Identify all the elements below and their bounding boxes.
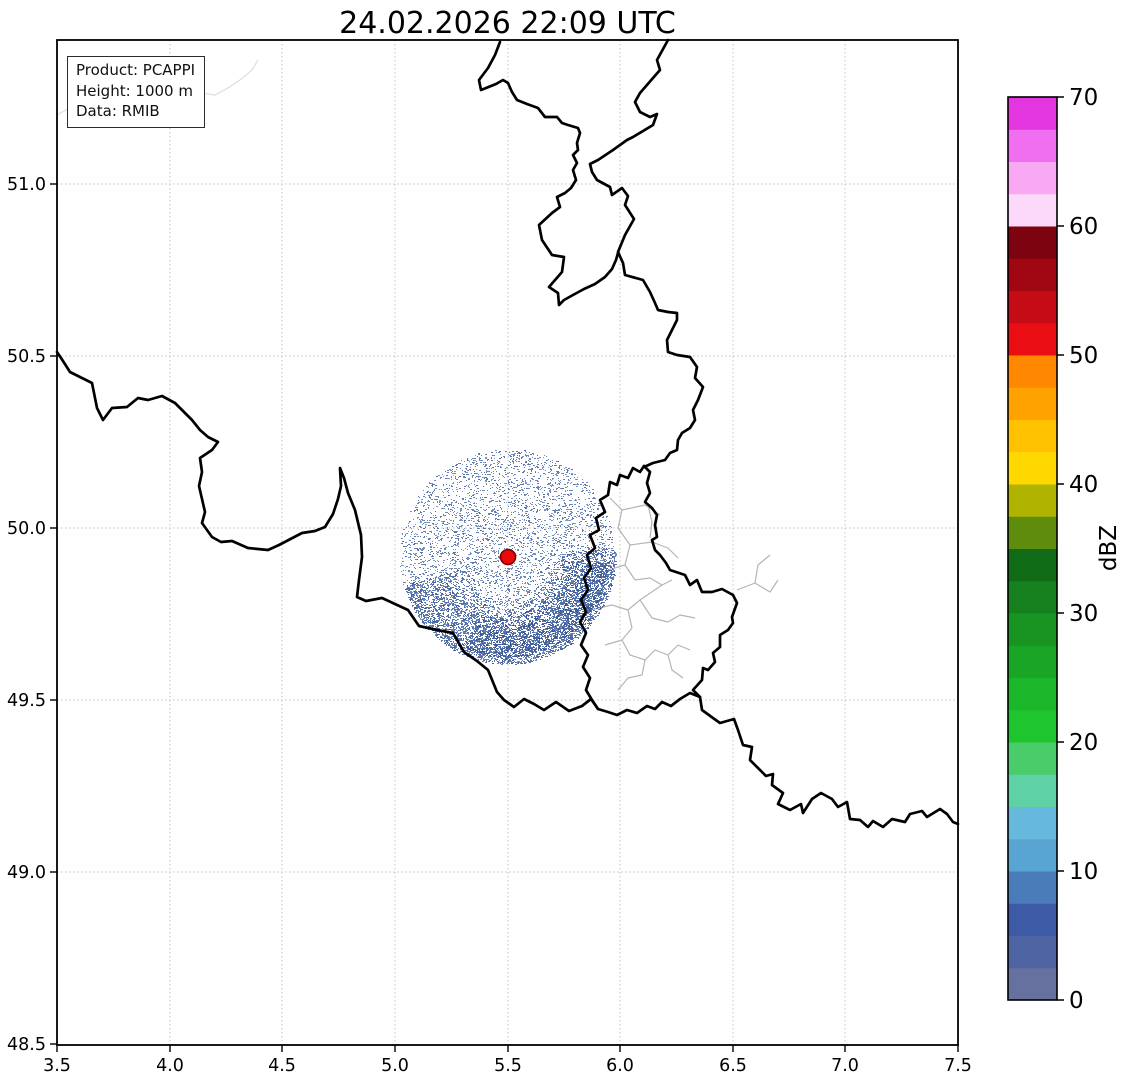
x-tick-label: 7.0 xyxy=(831,1056,859,1076)
colorbar-segment xyxy=(1008,677,1057,711)
x-tick-label: 3.5 xyxy=(43,1056,71,1076)
height-line: Height: 1000 m xyxy=(76,81,193,100)
colorbar-segment xyxy=(1008,774,1057,807)
x-tick-label: 4.0 xyxy=(156,1056,184,1076)
colorbar-segment xyxy=(1008,322,1057,356)
colorbar-tick-label: 0 xyxy=(1069,988,1084,1014)
colorbar-segment xyxy=(1008,451,1057,485)
colorbar-segment xyxy=(1008,580,1057,614)
radar-echo-speckles xyxy=(400,450,617,665)
y-axis-ticks: 51.0 50.5 50.0 49.5 49.0 48.5 xyxy=(7,175,57,1055)
country-border-lines xyxy=(55,38,960,829)
product-line: Product: PCAPPI xyxy=(76,61,196,79)
product-info-box: Product: PCAPPI Height: 1000 m Data: RMI… xyxy=(67,56,206,129)
y-tick-label: 50.0 xyxy=(7,519,46,539)
colorbar-segment xyxy=(1008,516,1057,549)
colorbar: 0 10 20 30 40 50 60 70 xyxy=(1007,85,1098,1014)
y-tick-label: 50.5 xyxy=(7,347,46,367)
colorbar-segment xyxy=(1008,838,1057,872)
data-source-line: Data: RMIB xyxy=(76,102,160,121)
y-tick-label: 48.5 xyxy=(7,1035,46,1055)
colorbar-segment xyxy=(1008,387,1057,420)
colorbar-tick-label: 60 xyxy=(1069,214,1098,240)
colorbar-segment xyxy=(1008,193,1057,227)
colorbar-segment xyxy=(1008,903,1057,936)
y-tick-label: 49.5 xyxy=(7,691,46,711)
colorbar-segment xyxy=(1008,419,1057,453)
colorbar-segment xyxy=(1008,806,1057,840)
radar-site-marker xyxy=(499,548,517,566)
colorbar-segment xyxy=(1008,258,1057,291)
x-tick-label: 7.5 xyxy=(944,1056,972,1076)
colorbar-segment xyxy=(1008,129,1057,162)
colorbar-segment xyxy=(1008,709,1057,743)
colorbar-unit-label: dBZ xyxy=(1096,524,1122,572)
colorbar-tick-label: 20 xyxy=(1069,730,1098,756)
x-tick-label: 6.5 xyxy=(719,1056,747,1076)
colorbar-segment xyxy=(1008,290,1057,324)
colorbar-tick-label: 70 xyxy=(1069,85,1098,111)
page-title: 24.02.2026 22:09 UTC xyxy=(339,6,676,41)
plot-frame xyxy=(56,39,959,1046)
colorbar-segment xyxy=(1008,226,1057,259)
colorbar-tick-label: 40 xyxy=(1069,472,1098,498)
colorbar-tick-label: 50 xyxy=(1069,343,1098,369)
y-tick-label: 51.0 xyxy=(7,175,46,195)
x-axis-ticks: 3.5 4.0 4.5 5.0 5.5 6.0 6.5 7.0 7.5 xyxy=(43,1045,972,1076)
x-tick-label: 5.5 xyxy=(494,1056,522,1076)
colorbar-segment xyxy=(1008,97,1057,130)
colorbar-segment xyxy=(1008,355,1057,388)
colorbar-segment xyxy=(1008,613,1057,646)
colorbar-segment xyxy=(1008,645,1057,678)
colorbar-tick-label: 30 xyxy=(1069,601,1098,627)
district-border-lines xyxy=(589,497,779,691)
colorbar-segment xyxy=(1008,742,1057,775)
y-tick-label: 49.0 xyxy=(7,863,46,883)
x-tick-label: 4.5 xyxy=(268,1056,296,1076)
colorbar-segment xyxy=(1008,484,1057,517)
x-tick-label: 5.0 xyxy=(381,1056,409,1076)
colorbar-segment xyxy=(1008,548,1057,582)
colorbar-segment xyxy=(1008,161,1057,195)
colorbar-tick-label: 10 xyxy=(1069,859,1098,885)
gridlines xyxy=(57,40,958,1045)
x-tick-label: 6.0 xyxy=(606,1056,634,1076)
colorbar-segment xyxy=(1008,935,1057,969)
colorbar-segment xyxy=(1008,967,1057,1001)
colorbar-segment xyxy=(1008,871,1057,904)
